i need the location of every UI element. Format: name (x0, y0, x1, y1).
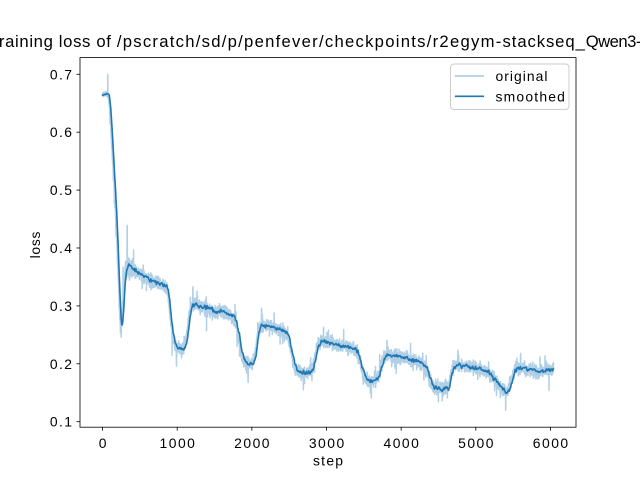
svg-text:6000: 6000 (533, 435, 569, 451)
svg-text:5000: 5000 (458, 435, 494, 451)
svg-text:0.1: 0.1 (50, 414, 72, 430)
svg-text:0.5: 0.5 (50, 182, 72, 198)
svg-text:0.2: 0.2 (50, 356, 72, 372)
svg-text:0.4: 0.4 (50, 240, 72, 256)
svg-text:step: step (313, 453, 343, 469)
svg-text:0.3: 0.3 (50, 298, 72, 314)
svg-text:1000: 1000 (160, 435, 196, 451)
svg-text:0: 0 (99, 435, 107, 451)
svg-text:4000: 4000 (383, 435, 419, 451)
svg-text:original: original (496, 68, 548, 84)
svg-text:3000: 3000 (309, 435, 345, 451)
svg-text:0.7: 0.7 (50, 66, 72, 82)
svg-text:2000: 2000 (234, 435, 270, 451)
svg-text:smoothed: smoothed (496, 88, 565, 104)
svg-text:loss: loss (27, 232, 43, 259)
svg-text:0.6: 0.6 (50, 124, 72, 140)
